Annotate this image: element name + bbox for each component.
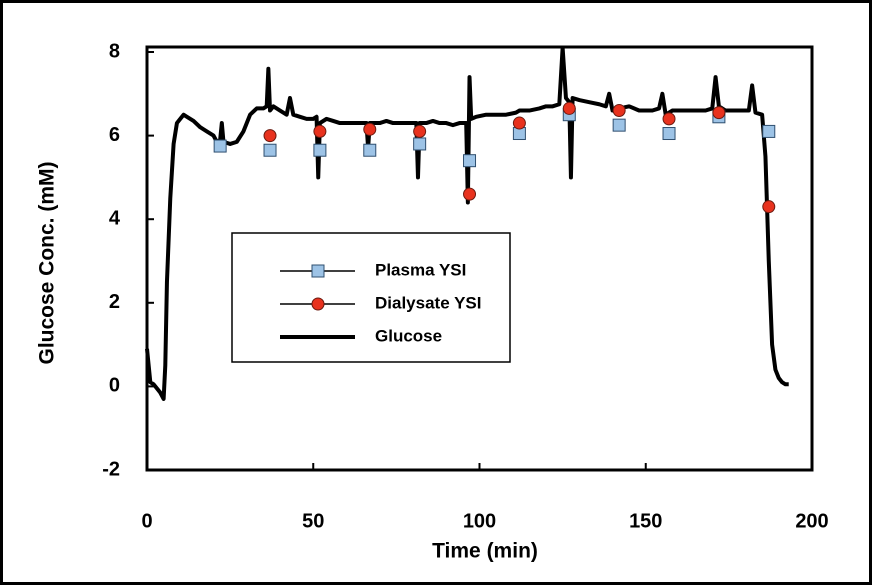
x-axis-title: Time (min) (432, 540, 538, 563)
y-tick-label: 8 (109, 40, 120, 62)
y-tick-label: 2 (109, 291, 120, 313)
x-tick-label: 100 (463, 510, 496, 532)
y-tick-label: -2 (102, 458, 120, 480)
data-point (413, 137, 427, 151)
y-tick-label: 6 (109, 124, 120, 146)
data-point (213, 139, 227, 153)
data-point (413, 124, 427, 138)
legend-box (231, 232, 511, 363)
x-tick-label: 0 (141, 510, 152, 532)
legend-label: Dialysate YSI (375, 293, 481, 312)
y-tick-label: 0 (109, 375, 120, 397)
data-point (263, 129, 277, 143)
legend-marker (311, 264, 325, 278)
data-point (612, 104, 626, 118)
legend: Plasma YSI Dialysate YSI Glucose (231, 232, 511, 363)
data-point (512, 116, 526, 130)
legend-label: Plasma YSI (375, 260, 466, 279)
data-point (562, 101, 576, 115)
data-point (363, 122, 377, 136)
data-point (712, 106, 726, 120)
data-point (662, 127, 676, 141)
y-tick-label: 4 (109, 207, 121, 229)
data-point (762, 124, 776, 138)
y-axis-title: Glucose Conc. (mM) (36, 161, 59, 364)
legend-label: Glucose (375, 326, 442, 345)
data-point (612, 118, 626, 132)
data-point (363, 143, 377, 157)
data-point (762, 200, 776, 214)
x-tick-label: 50 (302, 510, 324, 532)
data-point (313, 124, 327, 138)
data-point (313, 143, 327, 157)
legend-marker (311, 297, 325, 311)
x-tick-label: 200 (795, 510, 828, 532)
data-point (263, 143, 277, 157)
data-point (662, 112, 676, 126)
data-point (463, 187, 477, 201)
x-tick-label: 150 (629, 510, 662, 532)
data-point (463, 154, 477, 168)
